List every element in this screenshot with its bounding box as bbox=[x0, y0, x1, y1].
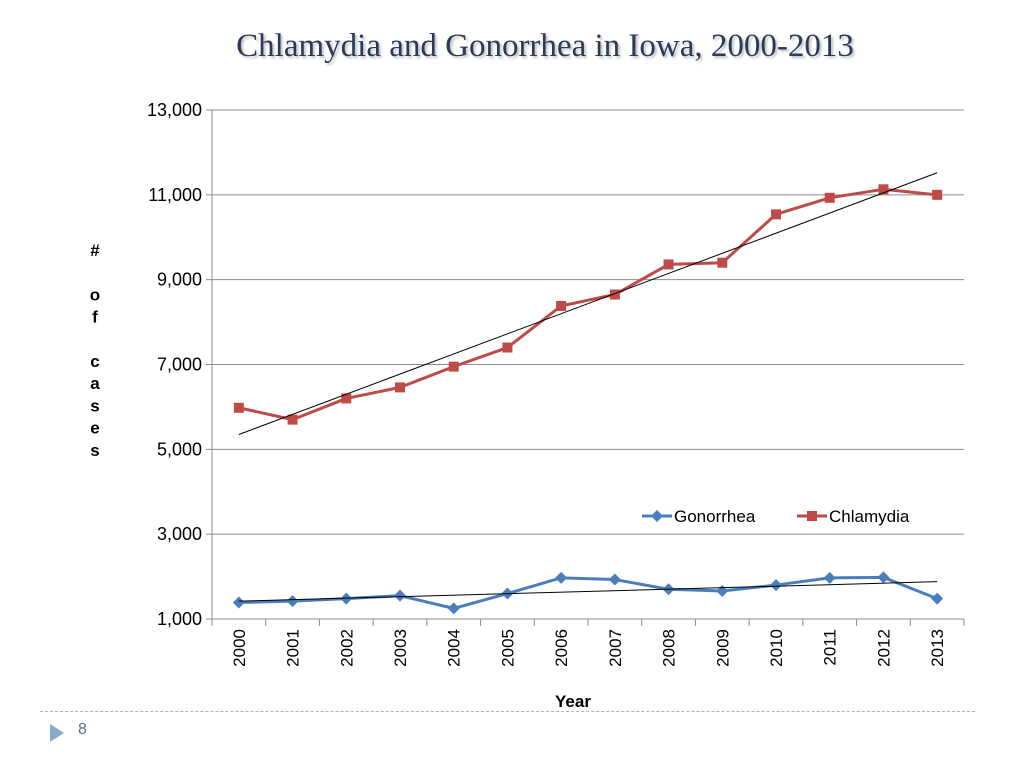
y-axis-title-char: # bbox=[90, 241, 100, 260]
y-axis-title-char: f bbox=[92, 308, 98, 327]
chlamydia-point bbox=[609, 289, 620, 300]
y-tick-labels: 1,000 3,000 5,000 7,000 9,000 11,000 13,000 bbox=[147, 100, 202, 629]
x-tick-label: 2000 bbox=[230, 629, 249, 667]
chlamydia-point bbox=[556, 300, 567, 311]
x-tick-label: 2010 bbox=[767, 629, 786, 667]
gonorrhea-point bbox=[286, 595, 299, 608]
chlamydia-point bbox=[878, 184, 889, 195]
legend-label: Gonorrhea bbox=[674, 507, 756, 526]
y-tick-label: 9,000 bbox=[157, 270, 202, 290]
x-tick-label: 2011 bbox=[821, 629, 840, 666]
chlamydia-point bbox=[395, 382, 405, 393]
x-tick-label: 2006 bbox=[552, 629, 571, 667]
chlamydia-point bbox=[502, 342, 513, 353]
x-tick-label: 2001 bbox=[284, 629, 303, 667]
y-tick-label: 3,000 bbox=[157, 524, 202, 544]
gonorrhea-trendline bbox=[238, 581, 938, 602]
chlamydia-trendline bbox=[238, 172, 938, 435]
y-tick-label: 7,000 bbox=[157, 355, 202, 375]
legend-label: Chlamydia bbox=[829, 507, 910, 526]
y-tick-label: 13,000 bbox=[147, 100, 202, 120]
x-tick-labels: 2000 2001 2002 2003 2004 2005 2006 2007 2008 2009… bbox=[230, 629, 947, 667]
x-tick-label: 2009 bbox=[713, 629, 732, 667]
y-axis-title-char: e bbox=[90, 419, 99, 438]
x-tick-label: 2008 bbox=[660, 629, 679, 667]
x-axis-title: Year bbox=[555, 692, 591, 711]
gonorrhea-point bbox=[877, 571, 890, 584]
gonorrhea-line bbox=[238, 575, 938, 610]
x-tick-label: 2007 bbox=[606, 629, 625, 667]
gonorrhea-point bbox=[770, 579, 782, 592]
x-tick-label: 2004 bbox=[445, 629, 464, 667]
gonorrhea-point bbox=[716, 585, 729, 598]
y-tick-label: 5,000 bbox=[157, 439, 202, 459]
x-tick-label: 2005 bbox=[498, 629, 517, 667]
gonorrhea-point bbox=[232, 596, 245, 609]
chlamydia-point bbox=[341, 393, 352, 404]
chlamydia-point bbox=[448, 361, 459, 372]
footer-divider bbox=[40, 711, 975, 712]
gridlines bbox=[212, 109, 964, 535]
chlamydia-point bbox=[932, 189, 943, 200]
chlamydia-point bbox=[233, 402, 244, 413]
y-axis-title-char: o bbox=[90, 285, 100, 304]
gonorrhea-point bbox=[823, 571, 836, 584]
legend: Gonorrhea Chlamydia bbox=[642, 507, 910, 526]
chlamydia-point bbox=[717, 257, 728, 268]
chlamydia-point bbox=[663, 259, 674, 270]
y-axis-title-char: c bbox=[90, 352, 99, 371]
page-number: 8 bbox=[78, 721, 87, 738]
gonorrhea-point bbox=[394, 589, 406, 602]
x-tick-label: 2012 bbox=[874, 629, 893, 667]
gonorrhea-point bbox=[555, 571, 568, 584]
x-tick-label: 2013 bbox=[928, 629, 947, 667]
y-tick-label: 1,000 bbox=[157, 609, 202, 629]
legend-marker bbox=[651, 510, 663, 522]
x-tick-label: 2002 bbox=[337, 629, 356, 667]
arrow-bullet-icon bbox=[50, 724, 64, 742]
axes bbox=[206, 109, 965, 626]
y-tick-label: 11,000 bbox=[148, 185, 202, 205]
gonorrhea-point bbox=[447, 602, 460, 615]
chlamydia-point bbox=[824, 192, 835, 203]
legend-marker bbox=[807, 511, 817, 521]
gonorrhea-point bbox=[931, 592, 944, 605]
slide-title: Chlamydia and Gonorrhea in Iowa, 2000-20… bbox=[236, 28, 854, 64]
y-axis-title-char: s bbox=[90, 441, 99, 460]
gonorrhea-point bbox=[608, 573, 621, 586]
y-axis-title-char: a bbox=[90, 374, 100, 393]
chlamydia-point bbox=[771, 209, 781, 220]
chlamydia-point bbox=[287, 414, 298, 425]
x-tick-label: 2003 bbox=[391, 629, 410, 667]
y-axis-title-char: s bbox=[90, 396, 99, 415]
series-layer bbox=[232, 172, 944, 615]
chlamydia-line bbox=[238, 187, 938, 422]
